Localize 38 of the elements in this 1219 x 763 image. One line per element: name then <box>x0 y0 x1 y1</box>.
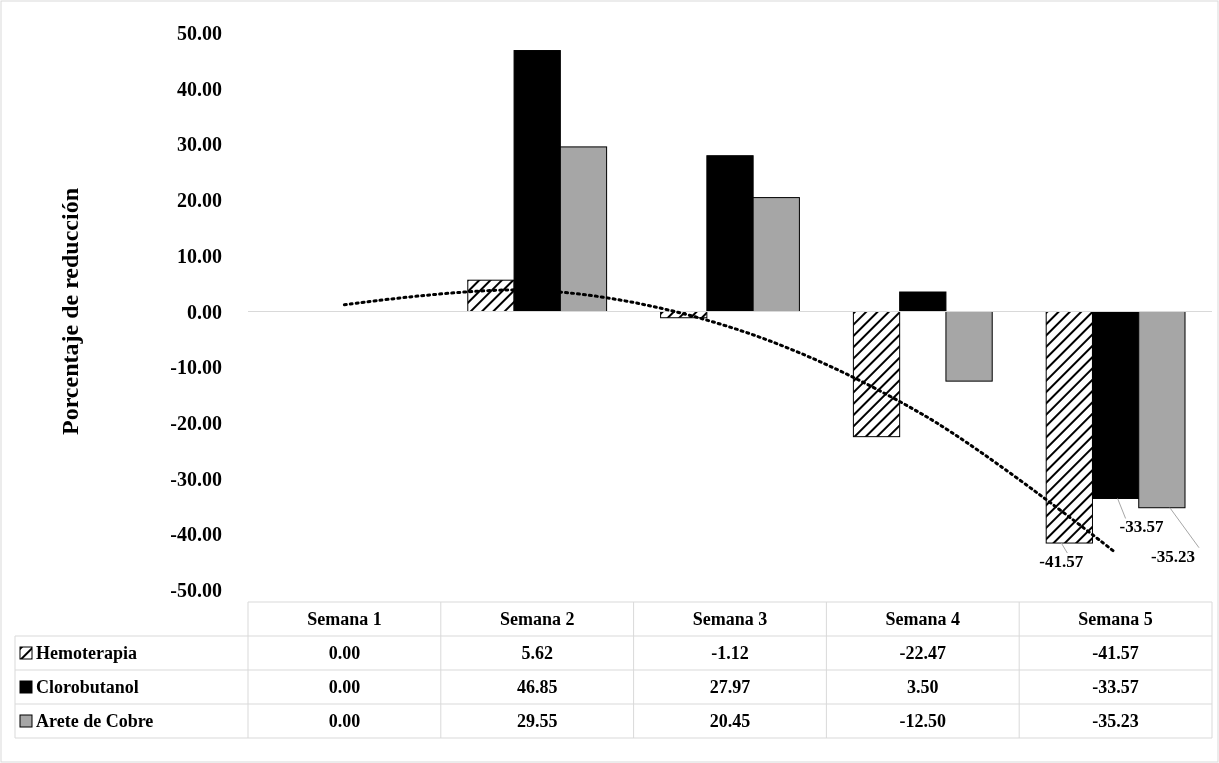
data-label: -35.23 <box>1092 711 1139 732</box>
y-tick-label: -40.00 <box>170 523 222 546</box>
legend-label: Hemoterapia <box>36 643 137 664</box>
y-tick-label: 10.00 <box>177 244 222 267</box>
x-tick-label: Semana 5 <box>1078 609 1153 630</box>
data-label: 0.00 <box>328 711 361 732</box>
data-label: -12.50 <box>899 711 947 732</box>
data-label: -1.12 <box>711 643 749 664</box>
y-tick-label: 50.00 <box>177 22 222 44</box>
data-label: 29.55 <box>516 711 558 732</box>
data-label: -33.57 <box>1092 677 1139 698</box>
data-label: 3.50 <box>907 677 939 698</box>
y-tick-label: 30.00 <box>177 133 222 156</box>
data-label: -22.47 <box>899 643 947 664</box>
x-tick-label: Semana 4 <box>885 609 961 630</box>
data-label: 20.45 <box>709 711 751 732</box>
data-label: 0.00 <box>328 643 361 664</box>
data-label: 27.97 <box>709 677 751 698</box>
legend-label: Clorobutanol <box>36 677 139 698</box>
data-label: 0.00 <box>328 677 361 698</box>
legend-label: Arete de Cobre <box>36 711 154 732</box>
y-tick-label: -50.00 <box>170 579 222 601</box>
x-tick-label: Semana 1 <box>307 609 382 630</box>
y-tick-label: -20.00 <box>170 411 222 434</box>
annotation: -35.23 <box>1151 546 1196 566</box>
annotation: -41.57 <box>1039 552 1084 572</box>
y-tick-label: -30.00 <box>170 467 222 490</box>
y-axis-title: Porcentaje de reducción <box>57 187 83 436</box>
y-tick-label: 20.00 <box>177 189 222 212</box>
x-tick-label: Semana 2 <box>499 609 575 630</box>
data-label: 46.85 <box>516 677 558 698</box>
y-tick-label: 40.00 <box>177 77 222 100</box>
x-tick-label: Semana 3 <box>692 609 768 630</box>
data-label: -41.57 <box>1092 643 1139 664</box>
data-label: 5.62 <box>521 643 553 664</box>
y-tick-label: -10.00 <box>170 356 222 379</box>
y-tick-label: 0.00 <box>187 300 222 323</box>
annotation: -33.57 <box>1119 517 1165 537</box>
